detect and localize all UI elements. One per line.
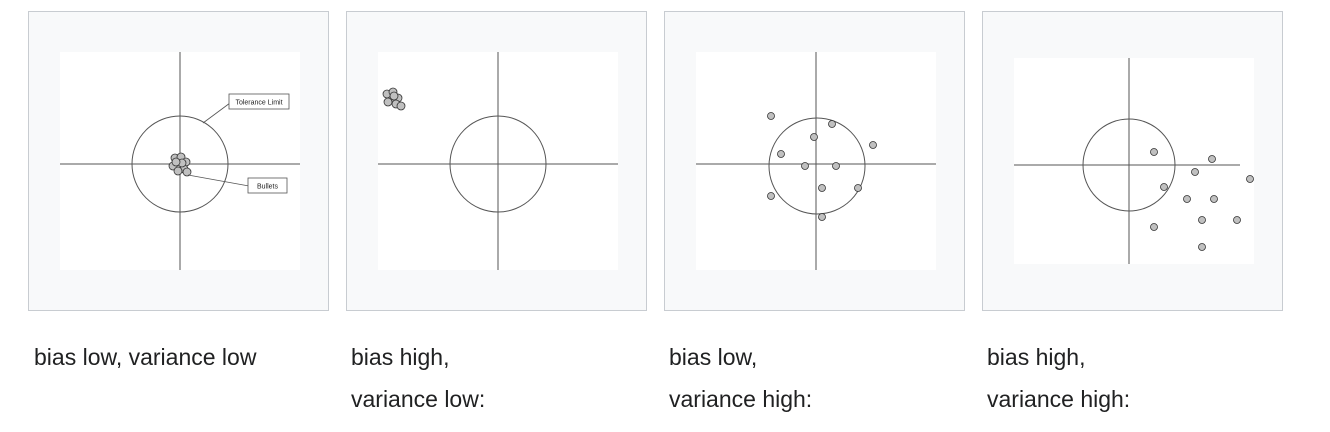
caption-line: bias low, variance low: [34, 344, 257, 370]
bullet-hole: [1160, 183, 1168, 191]
bullet-hole: [1198, 216, 1206, 224]
figure-panel-1: Tolerance Limit Bullets: [28, 11, 329, 311]
bullet-hole: [818, 213, 826, 221]
bullet-hole: [767, 192, 775, 200]
caption-line: variance high:: [669, 386, 813, 412]
tolerance-circle: [768, 117, 866, 215]
figure-panel-4: [982, 11, 1283, 311]
figure-panel-3: [664, 11, 965, 311]
bullets-callout-box: [247, 177, 288, 194]
bullet-hole: [767, 112, 775, 120]
bullet-hole: [1150, 148, 1158, 156]
target-background: [1014, 58, 1254, 264]
bullet-hole: [818, 184, 826, 192]
target-diagram-1: Tolerance Limit Bullets: [60, 52, 300, 270]
bullet-hole: [869, 141, 877, 149]
caption-line: variance low:: [351, 386, 486, 412]
caption-line: bias high,: [351, 344, 450, 370]
bullet-scatter: [1150, 148, 1254, 251]
bullet-hole: [828, 120, 836, 128]
caption-line: variance high:: [987, 386, 1131, 412]
tolerance-callout-box: [228, 93, 290, 110]
bullet-hole: [1246, 175, 1254, 183]
caption-2: bias high, variance low:: [351, 336, 651, 420]
bullet-hole: [173, 166, 183, 176]
bullet-hole: [1150, 223, 1158, 231]
tolerance-callout-leader: [202, 102, 231, 124]
bullet-cluster: [382, 87, 406, 111]
bullet-hole: [1210, 195, 1218, 203]
bullet-hole: [810, 133, 818, 141]
caption-1: bias low, variance low: [34, 336, 334, 378]
bullets-callout-leader: [187, 174, 250, 187]
tolerance-circle: [1082, 118, 1176, 212]
caption-3: bias low, variance high:: [669, 336, 969, 420]
bullet-hole: [777, 150, 785, 158]
bullets-label: Bullets: [257, 184, 279, 191]
tolerance-circle: [449, 115, 547, 213]
bullet-hole: [854, 184, 862, 192]
bullet-hole: [389, 91, 399, 101]
bullet-scatter: [767, 112, 877, 221]
target-diagram-3: [696, 52, 936, 270]
tolerance-limit-label: Tolerance Limit: [235, 100, 282, 107]
target-diagram-4: [1014, 58, 1254, 264]
bullet-hole: [396, 101, 406, 111]
bullet-hole: [832, 162, 840, 170]
bullet-hole: [171, 157, 181, 167]
bullet-hole: [182, 167, 192, 177]
bullet-cluster: [168, 152, 192, 177]
tolerance-circle: [131, 115, 229, 213]
caption-4: bias high, variance high:: [987, 336, 1287, 420]
bullet-hole: [1233, 216, 1241, 224]
bullet-hole: [801, 162, 809, 170]
caption-line: bias low,: [669, 344, 758, 370]
bullet-hole: [1198, 243, 1206, 251]
bullet-hole: [1208, 155, 1216, 163]
caption-line: bias high,: [987, 344, 1086, 370]
bullet-hole: [1191, 168, 1199, 176]
bullet-hole: [1183, 195, 1191, 203]
figure-panel-2: [346, 11, 647, 311]
bullet-hole: [383, 97, 393, 107]
target-diagram-2: [378, 52, 618, 270]
